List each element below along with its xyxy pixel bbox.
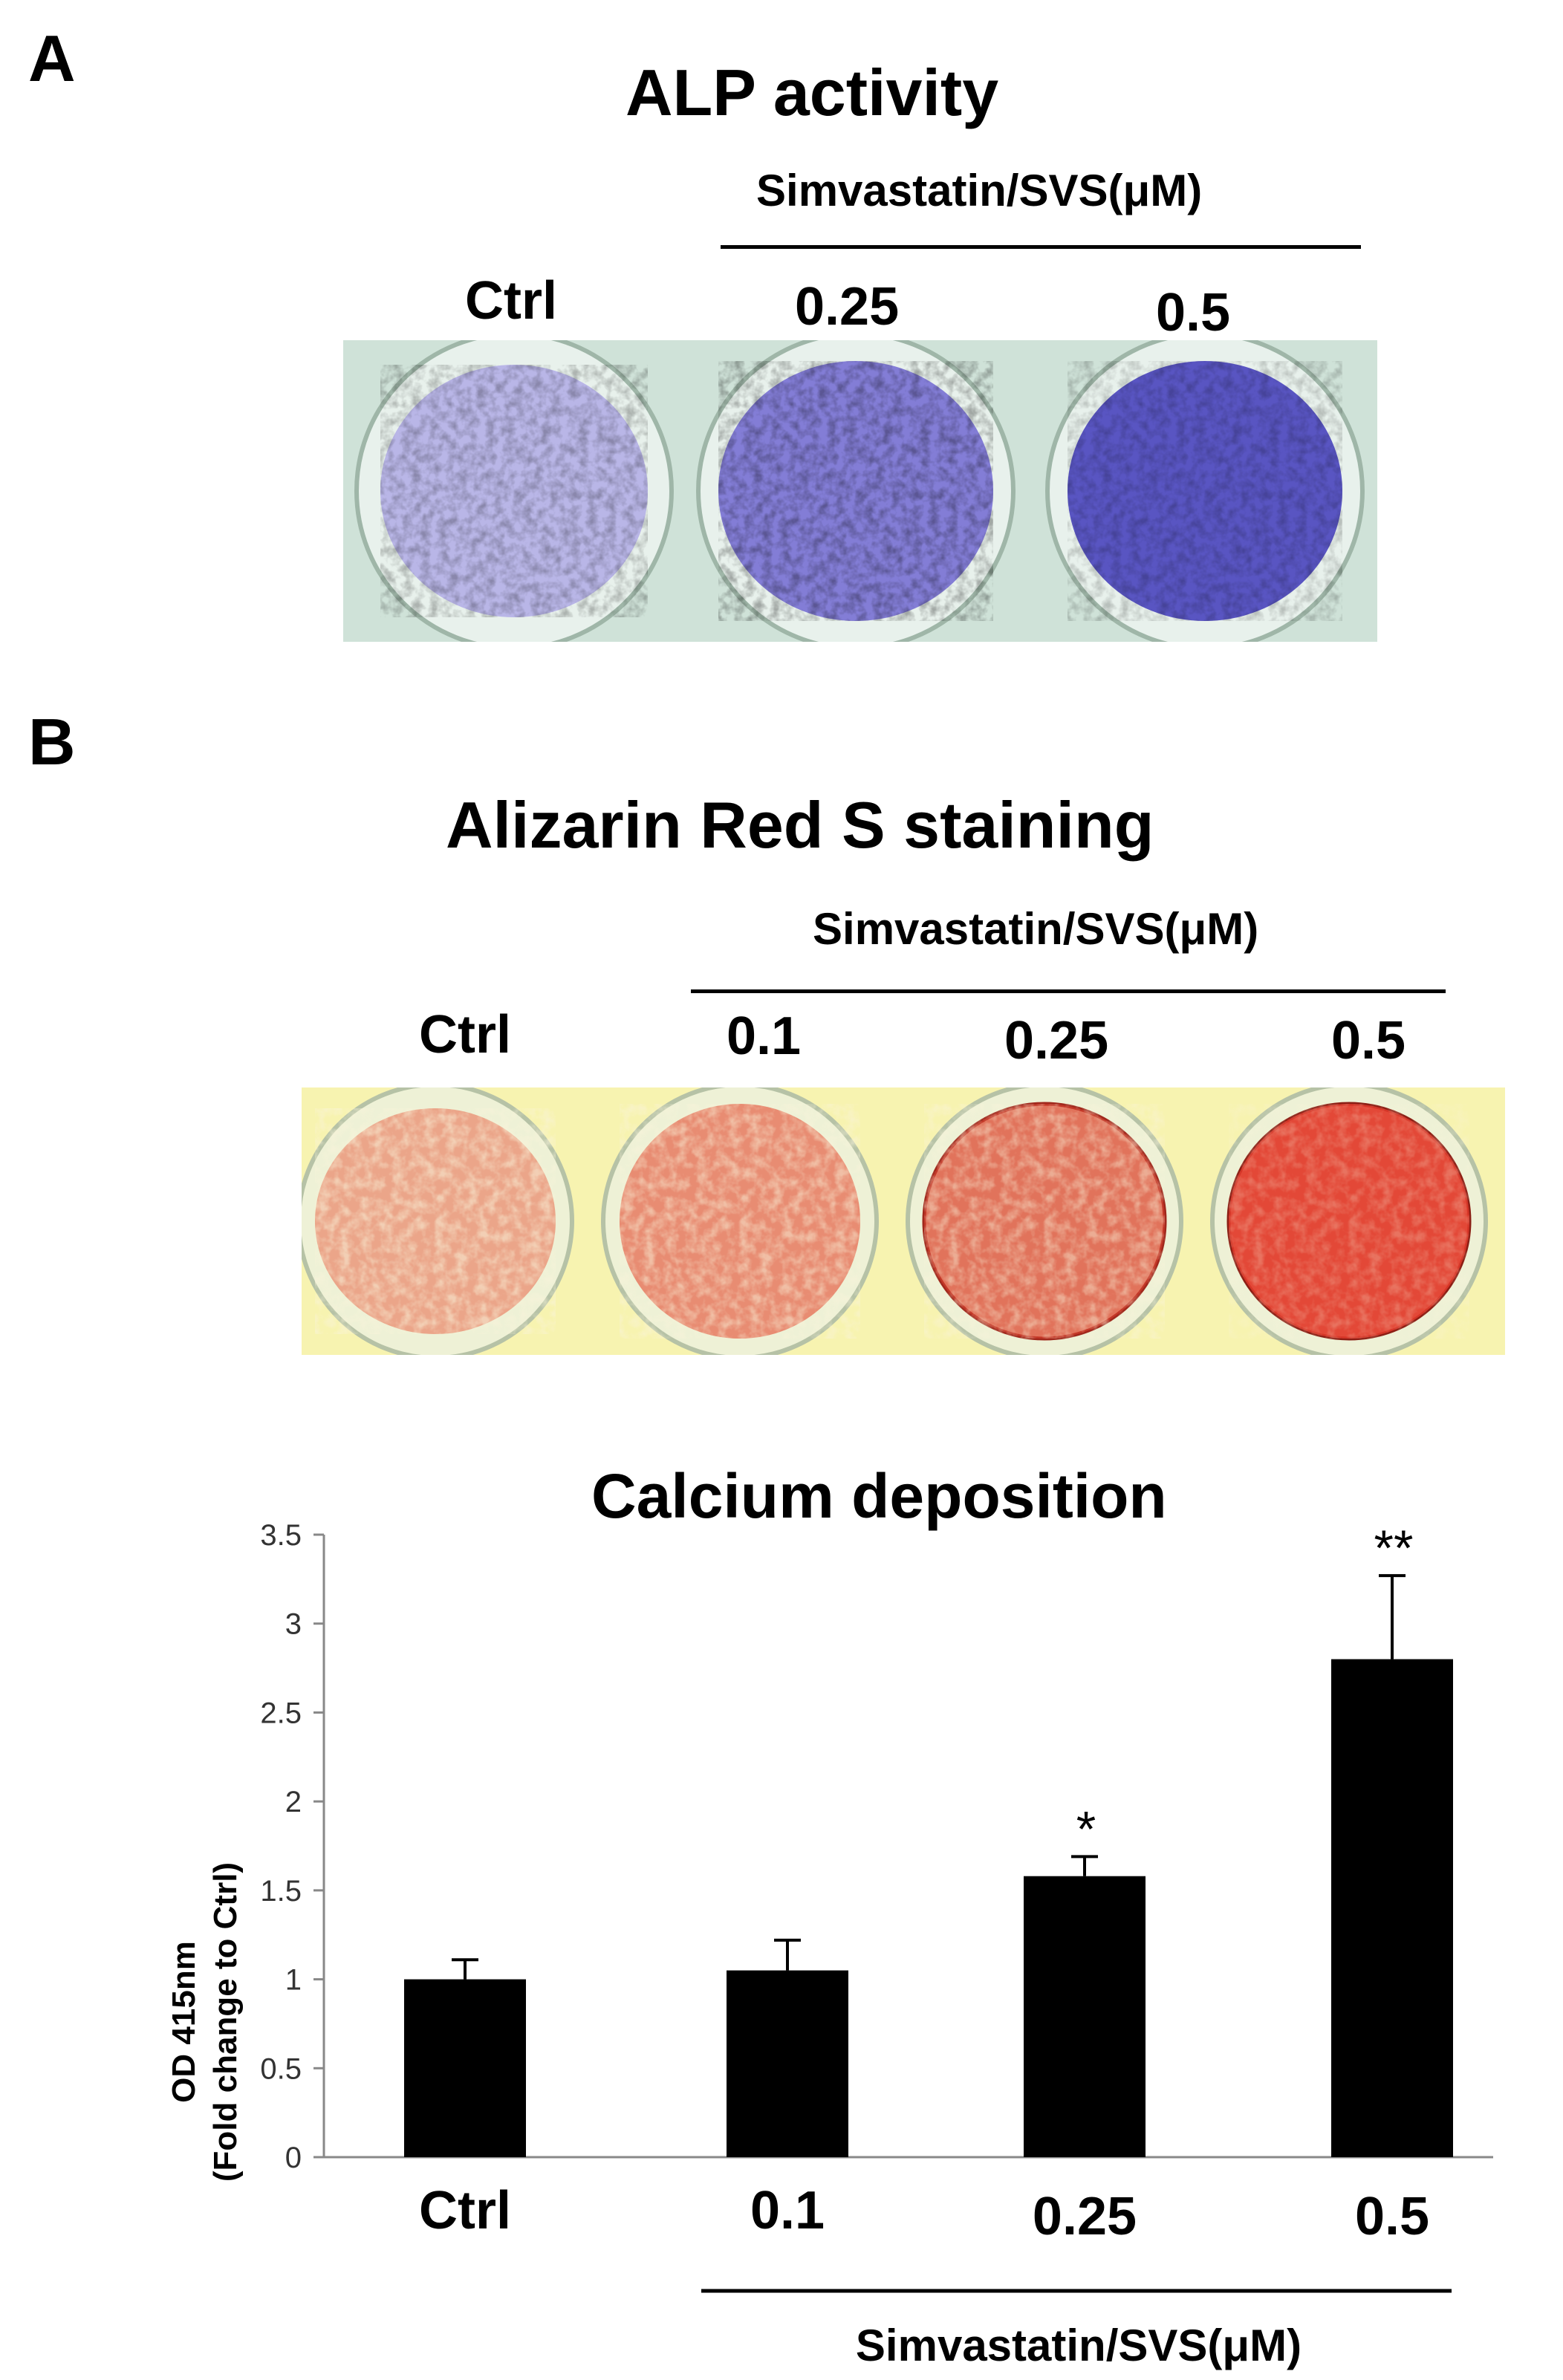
x-tick-label: 0.5: [1355, 2187, 1429, 2246]
alizarin-well: [906, 1087, 1183, 1355]
alp-well: [696, 340, 1016, 642]
significance-marker: *: [1076, 1801, 1096, 1857]
calcium-deposition-chart: OD 415nm (Fold change to Ctrl) 0 0.5 1 1.5 2…: [166, 1519, 1493, 2370]
panel-a-well-label: 0.25: [795, 277, 900, 336]
bar: [1024, 1876, 1146, 2157]
y-tick-label: 3.5: [260, 1519, 302, 1552]
y-tick-label: 1.5: [260, 1875, 302, 1908]
x-tick-label: 0.25: [1033, 2187, 1137, 2246]
panel-b-well-label: 0.1: [727, 1007, 802, 1066]
significance-marker: **: [1374, 1520, 1414, 1576]
panel-b-letter: B: [28, 705, 76, 778]
panel-a-group-line: [721, 245, 1361, 249]
alp-well: [354, 340, 674, 642]
panel-b-well-label: Ctrl: [419, 1005, 511, 1064]
x-axis-label: Simvastatin/SVS(μM): [856, 2321, 1302, 2370]
y-tick-label: 0: [285, 2142, 302, 2174]
y-tick-label: 2: [285, 1786, 302, 1818]
panel-a-title: ALP activity: [625, 56, 999, 129]
y-tick-label: 3: [285, 1608, 302, 1641]
alizarin-well-plate-image: [302, 1087, 1505, 1355]
x-tick-label: Ctrl: [419, 2181, 511, 2240]
y-tick-label: 1: [285, 1964, 302, 1997]
panel-b-group-line: [691, 989, 1446, 993]
alp-well-plate-image: [343, 340, 1377, 642]
panel-b-well-label: 0.25: [1004, 1011, 1109, 1070]
alp-well: [1045, 340, 1365, 642]
chart-title: Calcium deposition: [591, 1461, 1167, 1531]
panel-a-well-label: Ctrl: [465, 271, 557, 331]
panel-a-letter: A: [28, 22, 76, 95]
alizarin-well: [1210, 1087, 1488, 1355]
y-axis-label: (Fold change to Ctrl): [207, 1862, 244, 2182]
bar: [1331, 1659, 1453, 2157]
panel-b-well-label: 0.5: [1331, 1011, 1406, 1070]
y-tick-label: 0.5: [260, 2052, 302, 2085]
alizarin-well: [601, 1087, 879, 1355]
panel-a-well-label: 0.5: [1156, 283, 1231, 342]
x-tick-label: 0.1: [750, 2181, 825, 2240]
bar: [727, 1970, 848, 2157]
panel-a-group-label: Simvastatin/SVS(μM): [756, 166, 1203, 215]
panel-b-title: Alizarin Red S staining: [446, 788, 1154, 862]
alizarin-well: [302, 1087, 574, 1355]
y-axis-label: OD 415nm: [166, 1941, 202, 2103]
bar: [404, 1979, 526, 2157]
panel-b-group-label: Simvastatin/SVS(μM): [813, 904, 1259, 954]
y-tick-label: 2.5: [260, 1697, 302, 1729]
